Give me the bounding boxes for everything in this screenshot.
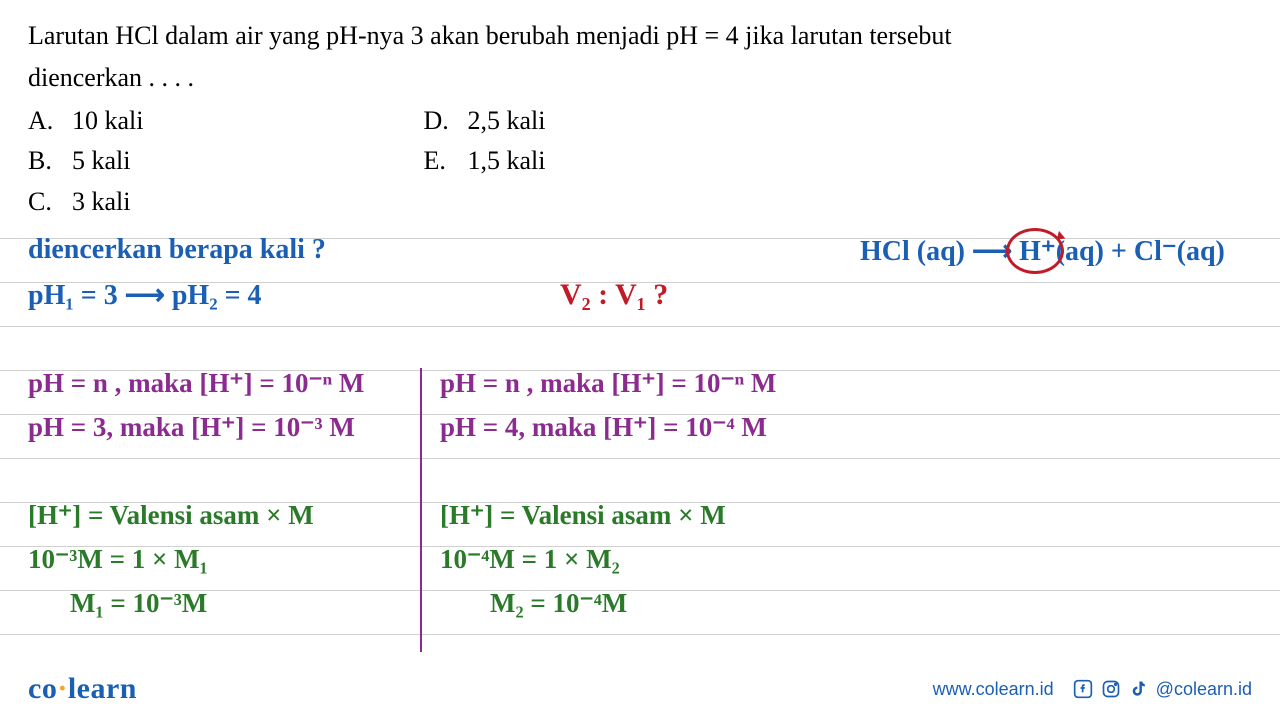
note-valensi-l3: M₁ = 10⁻³M (70, 588, 207, 619)
tiktok-icon (1128, 678, 1150, 700)
option-a: A. 10 kali (28, 103, 144, 139)
option-letter: C. (28, 184, 54, 220)
option-text: 2,5 kali (468, 103, 546, 139)
footer-handle: @colearn.id (1156, 679, 1252, 700)
option-letter: D. (424, 103, 450, 139)
facebook-icon (1072, 678, 1094, 700)
options-col-left: A. 10 kali B. 5 kali C. 3 kali (28, 103, 144, 220)
option-d: D. 2,5 kali (424, 103, 546, 139)
option-e: E. 1,5 kali (424, 143, 546, 179)
option-letter: A. (28, 103, 54, 139)
footer: co·learn www.colearn.id @colearn.id (0, 672, 1280, 706)
option-text: 10 kali (72, 103, 144, 139)
footer-right: www.colearn.id @colearn.id (933, 678, 1252, 700)
note-ph-formula-l1: pH = n , maka [H⁺] = 10⁻ⁿ M (28, 368, 364, 399)
logo: co·learn (28, 672, 137, 706)
option-text: 3 kali (72, 184, 131, 220)
note-valensi-r2: 10⁻⁴M = 1 × M₂ (440, 544, 620, 575)
note-ph-formula-r2: pH = 4, maka [H⁺] = 10⁻⁴ M (440, 412, 767, 443)
note-valensi-l2: 10⁻³M = 1 × M₁ (28, 544, 208, 575)
note-ph-arrow: pH₁ = 3 ⟶ pH₂ = 4 (28, 278, 262, 312)
question-block: Larutan HCl dalam air yang pH-nya 3 akan… (0, 0, 1280, 228)
logo-learn: learn (68, 672, 137, 705)
note-valensi-r3: M₂ = 10⁻⁴M (490, 588, 627, 619)
note-ph-formula-r1: pH = n , maka [H⁺] = 10⁻ⁿ M (440, 368, 776, 399)
option-text: 5 kali (72, 143, 131, 179)
footer-url: www.colearn.id (933, 679, 1054, 700)
paper-line (0, 634, 1280, 635)
logo-co: co (28, 672, 57, 705)
option-text: 1,5 kali (468, 143, 546, 179)
question-line2: diencerkan . . . . (28, 60, 1252, 96)
paper-line (0, 458, 1280, 459)
option-letter: B. (28, 143, 54, 179)
note-valensi-l1: [H⁺] = Valensi asam × M (28, 500, 314, 531)
logo-dot-icon: · (57, 672, 68, 705)
paper-line (0, 326, 1280, 327)
note-diencerkan: diencerkan berapa kali ? (28, 234, 326, 266)
option-letter: E. (424, 143, 450, 179)
vertical-divider (420, 368, 422, 652)
note-valensi-r1: [H⁺] = Valensi asam × M (440, 500, 726, 531)
note-v-ratio: V₂ : V₁ ? (560, 278, 668, 312)
note-ph-formula-l2: pH = 3, maka [H⁺] = 10⁻³ M (28, 412, 355, 443)
options-col-right: D. 2,5 kali E. 1,5 kali (424, 103, 546, 220)
question-line1: Larutan HCl dalam air yang pH-nya 3 akan… (28, 18, 1252, 54)
option-b: B. 5 kali (28, 143, 144, 179)
option-c: C. 3 kali (28, 184, 144, 220)
options-container: A. 10 kali B. 5 kali C. 3 kali D. 2,5 ka… (28, 103, 1252, 220)
instagram-icon (1100, 678, 1122, 700)
social-icons: @colearn.id (1072, 678, 1252, 700)
